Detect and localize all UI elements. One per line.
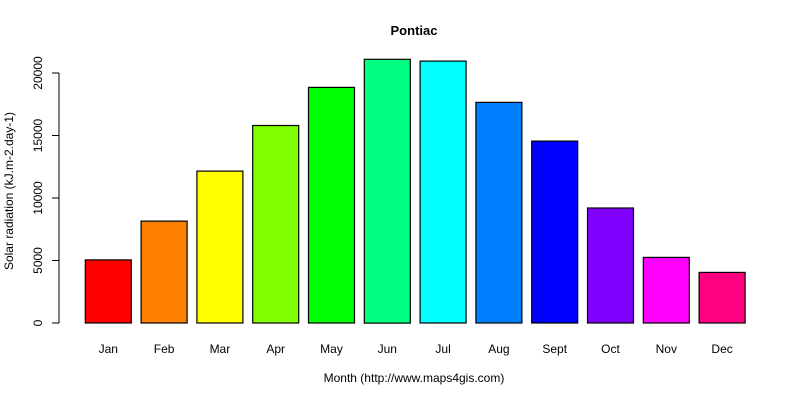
x-tick-label: Oct — [601, 342, 620, 356]
bar-jun — [363, 58, 411, 324]
x-tick-label: Apr — [266, 342, 285, 356]
x-tick-label: Jun — [378, 342, 397, 356]
x-tick-label: Jan — [99, 342, 118, 356]
x-tick-label: Aug — [488, 342, 509, 356]
bar-aug — [475, 101, 523, 324]
y-tick-label: 10000 — [31, 181, 45, 215]
y-axis-title: Solar radiation (kJ.m-2.day-1) — [2, 112, 16, 270]
x-tick-label: Jul — [435, 342, 450, 356]
chart-title: Pontiac — [391, 23, 438, 38]
y-tick-label: 20000 — [31, 56, 45, 90]
x-axis-title: Month (http://www.maps4gis.com) — [324, 371, 505, 385]
y-tick-label: 15000 — [31, 118, 45, 152]
bar-feb — [140, 220, 188, 324]
x-tick-label: Feb — [154, 342, 175, 356]
bar-oct — [586, 207, 635, 324]
x-axis-labels: Jan Feb Mar Apr May Jun Jul Aug Sept Oct Nov Dec — [99, 342, 733, 356]
y-tick-label: 5000 — [31, 247, 45, 274]
bar-apr — [252, 124, 300, 324]
x-tick-label: May — [320, 342, 343, 356]
bar-mar — [196, 170, 244, 324]
x-tick-label: Nov — [656, 342, 677, 356]
y-tick-label: 0 — [31, 319, 45, 326]
bars-group — [84, 58, 746, 324]
bar-dec — [698, 271, 746, 324]
bar-may — [307, 86, 356, 324]
x-tick-label: Dec — [711, 342, 732, 356]
bar-jan — [84, 259, 132, 324]
bar-sept — [531, 140, 579, 324]
x-tick-label: Mar — [210, 342, 231, 356]
bar-nov — [642, 256, 690, 324]
bar-jul — [419, 60, 467, 324]
y-axis: 0 5000 10000 15000 20000 — [31, 56, 60, 326]
x-tick-label: Sept — [542, 342, 567, 356]
